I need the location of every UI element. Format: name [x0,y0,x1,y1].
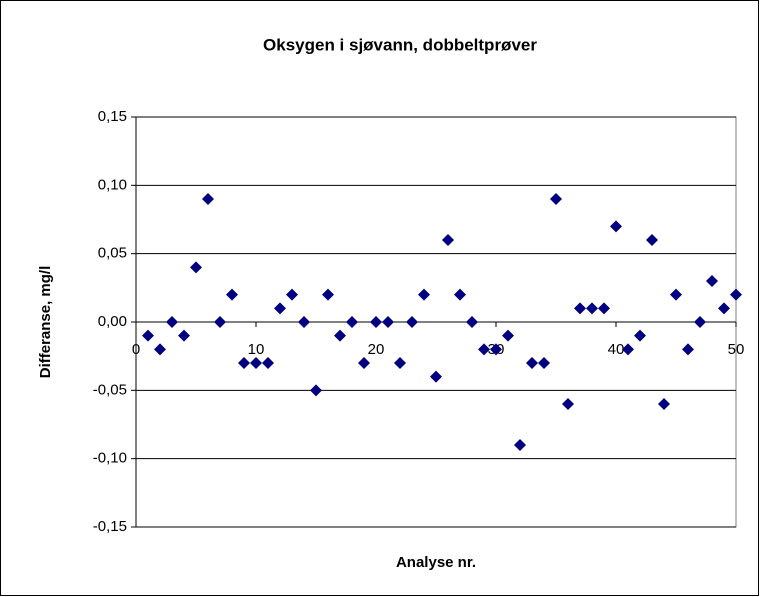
data-point [514,439,526,451]
y-tick-label: 0,10 [98,176,127,193]
data-point [706,275,718,287]
x-tick-label: 50 [728,341,745,358]
data-point [622,343,634,356]
data-point [586,302,598,315]
data-point [310,384,322,397]
data-point [274,302,286,315]
data-point [286,288,298,301]
data-point [190,261,202,274]
data-point [178,329,190,342]
data-point [658,398,670,410]
data-point [466,316,478,328]
chart-title: Oksygen i sjøvann, dobbeltprøver [263,35,537,54]
x-tick-label: 20 [368,341,385,358]
data-point [526,357,538,369]
y-tick-label: -0,05 [93,381,127,398]
data-point [574,302,586,315]
y-tick-label: -0,10 [93,450,127,467]
data-point [598,302,610,315]
x-axis-label: Analyse nr. [396,554,476,571]
data-point [478,343,490,356]
data-point [670,288,682,301]
data-point [382,316,394,328]
y-tick-label: -0,15 [93,518,127,535]
data-point [682,343,694,356]
data-point [142,329,154,342]
x-tick-label: 40 [608,341,625,358]
data-point [394,357,406,369]
data-point [250,357,262,369]
data-point [370,316,382,328]
data-point [634,329,646,342]
data-point [730,288,742,301]
x-tick-label: 10 [248,341,265,358]
data-point [610,220,622,233]
data-point [538,357,550,369]
data-point [358,357,370,369]
data-point [646,234,658,246]
data-point [718,302,730,315]
data-point [490,343,502,356]
data-point [406,316,418,328]
data-point [694,316,706,328]
data-point [442,234,454,246]
data-point [214,316,226,328]
data-point [418,288,430,301]
data-point [346,316,358,328]
data-point [202,193,214,205]
y-tick-label: 0,00 [98,313,127,330]
data-point [322,288,334,301]
y-tick-label: 0,05 [98,245,127,262]
data-point [334,329,346,342]
data-point [298,316,310,328]
data-point [430,370,442,383]
x-tick-label: 0 [132,341,140,358]
data-point [226,288,238,301]
data-point [502,329,514,342]
y-axis-label: Differanse, mg/l [37,266,54,379]
data-point [550,193,562,205]
data-point [238,357,250,369]
data-point [154,343,166,356]
data-point [262,357,274,369]
data-point [454,288,466,301]
y-tick-label: 0,15 [98,108,127,125]
data-point [166,316,178,328]
data-point [562,398,574,410]
